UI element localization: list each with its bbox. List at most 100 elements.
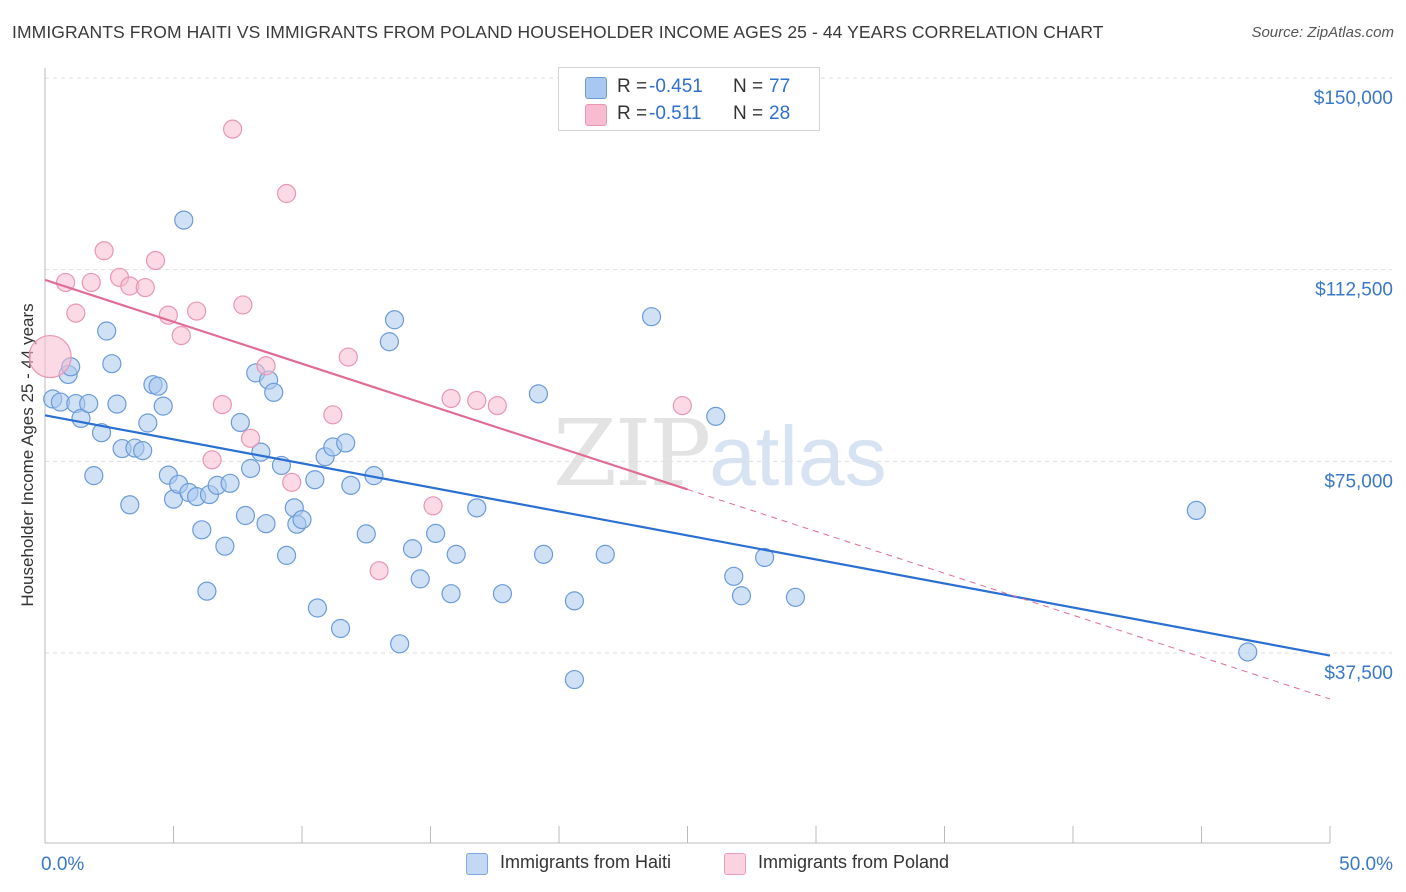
haiti-point — [754, 547, 775, 568]
haiti-point — [492, 584, 513, 604]
y-tick-label: $75,000 — [1324, 471, 1393, 492]
poland-point — [223, 119, 243, 139]
poland-swatch — [585, 104, 607, 126]
poland-point — [135, 277, 155, 298]
haiti-point — [731, 586, 752, 606]
n-value: 28 — [769, 103, 791, 124]
haiti-point — [441, 584, 461, 604]
haiti-point — [307, 598, 328, 618]
haiti-point — [174, 210, 194, 230]
haiti-point — [384, 310, 405, 330]
poland-point — [187, 301, 207, 321]
haiti-point — [379, 332, 399, 352]
haiti-point — [467, 498, 487, 518]
poland-point — [241, 428, 261, 448]
haiti-point — [641, 307, 662, 327]
haiti-point — [292, 509, 312, 530]
haiti-point — [724, 566, 744, 586]
tick-labels: $37,500 $75,000 $112,500 $150,000 0.0% 50.0% — [41, 88, 1393, 875]
poland-point — [441, 388, 461, 409]
poland-point — [282, 472, 302, 492]
watermark-atlas: atlas — [709, 409, 887, 503]
poland-point — [467, 390, 487, 411]
chart-title: IMMIGRANTS FROM HAITI VS IMMIGRANTS FROM… — [12, 22, 1104, 42]
poland-point — [423, 496, 443, 516]
poland-point — [212, 395, 232, 415]
haiti-point — [235, 505, 256, 526]
haiti-point — [215, 536, 235, 556]
haiti-point — [79, 393, 99, 414]
poland-point — [171, 326, 191, 346]
poland-point — [256, 356, 276, 376]
haiti-point — [133, 441, 153, 461]
haiti-point — [402, 539, 423, 559]
haiti-point — [533, 544, 554, 564]
haiti-point — [1238, 642, 1258, 662]
haiti-point — [256, 514, 276, 534]
poland-point — [94, 241, 114, 261]
haiti-point — [341, 475, 361, 495]
poland-trend-line — [44, 278, 688, 491]
haiti-point — [120, 495, 140, 515]
haiti-point — [330, 618, 351, 639]
poland-point — [487, 396, 507, 416]
n-label: N = — [733, 76, 764, 97]
poland-point — [323, 405, 343, 425]
trend-lines — [44, 278, 1331, 700]
poland-swatch — [724, 853, 746, 875]
r-value: -0.451 — [649, 76, 703, 97]
haiti-point — [356, 524, 376, 544]
n-value: 77 — [769, 76, 791, 97]
haiti-point — [241, 458, 261, 479]
haiti-point — [706, 406, 726, 426]
haiti-point — [410, 569, 430, 589]
n-label: N = — [733, 103, 764, 124]
poland-point — [276, 183, 297, 204]
haiti-point — [528, 384, 549, 404]
poland-trend-extension — [687, 488, 1331, 700]
haiti-point — [336, 433, 356, 453]
haiti-point — [138, 413, 158, 433]
haiti-point — [305, 470, 325, 490]
y-tick-label: $150,000 — [1314, 88, 1393, 109]
poland-point — [338, 347, 358, 367]
x-tick-label: 0.0% — [41, 854, 84, 875]
haiti-point — [1186, 500, 1206, 520]
axes — [44, 68, 1331, 844]
poland-point — [233, 295, 253, 315]
y-tick-label: $112,500 — [1315, 280, 1393, 301]
haiti-point — [97, 321, 117, 341]
poland-point — [81, 272, 101, 293]
haiti-point — [276, 545, 297, 565]
poland-point — [28, 334, 72, 379]
r-label: R = — [617, 76, 648, 97]
haiti-point — [102, 354, 122, 374]
haiti-point — [390, 634, 410, 654]
poland-point — [145, 250, 166, 271]
haiti-trend-line — [44, 414, 1331, 657]
haiti-point — [230, 412, 250, 433]
haiti-point — [446, 544, 466, 564]
poland-point — [672, 396, 692, 416]
y-tick-label: $37,500 — [1324, 663, 1393, 684]
haiti-point — [264, 382, 284, 402]
haiti-swatch — [466, 853, 488, 875]
haiti-point — [426, 523, 446, 544]
poland-point — [369, 561, 389, 581]
haiti-point — [107, 394, 127, 414]
haiti-point — [91, 423, 112, 443]
haiti-point — [153, 396, 173, 416]
haiti-point — [192, 520, 212, 540]
stats-legend: R = -0.451 N = 77 R = -0.511 N = 28 — [558, 67, 820, 131]
haiti-point — [220, 473, 240, 493]
haiti-point — [84, 466, 104, 486]
haiti-point — [148, 376, 168, 396]
haiti-point — [595, 544, 615, 564]
r-value: -0.511 — [649, 103, 702, 124]
poland-point — [202, 450, 222, 470]
haiti-swatch — [585, 77, 607, 99]
legend-label-haiti: Immigrants from Haiti — [500, 852, 672, 872]
haiti-points — [43, 210, 1258, 690]
x-tick-label: 50.0% — [1339, 854, 1393, 875]
